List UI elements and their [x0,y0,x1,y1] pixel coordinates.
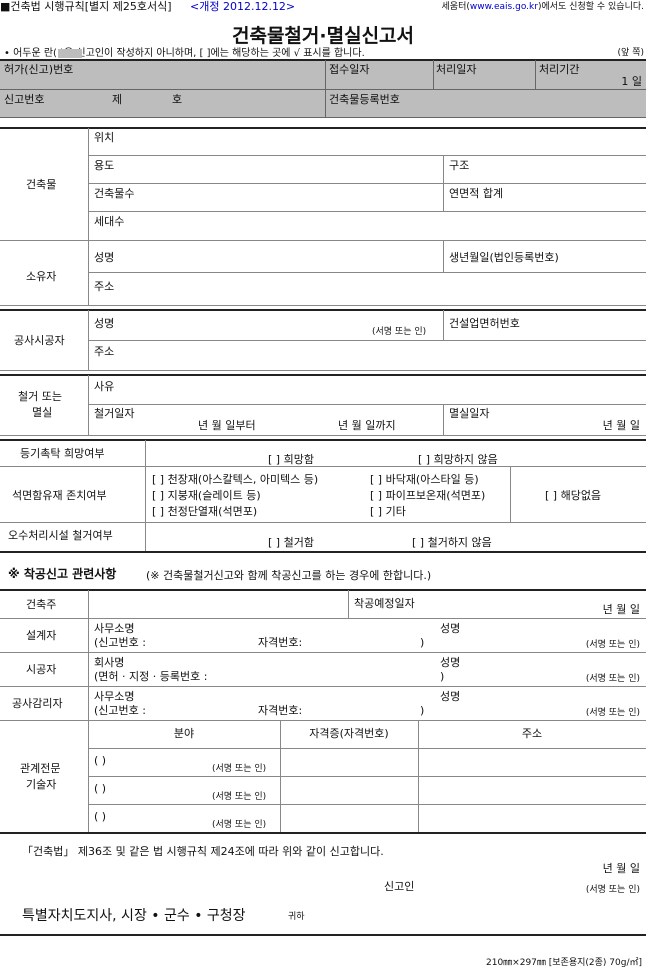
form-reference: ■건축법 시행규칙[별지 제25호서식] [0,0,172,13]
designer-close-paren: ) [420,636,425,649]
supervisor-close-paren: ) [420,704,425,717]
experts-label-2: 기술자 [26,778,57,791]
lost-date-label: 멸실일자 [449,407,490,420]
supervisor-name-field[interactable]: 성명 [440,690,461,703]
processed-date-label: 처리일자 [436,63,477,76]
owner-section-label: 소유자 [26,270,57,283]
registry-yes-checkbox[interactable]: [ ] 희망함 [268,453,314,466]
builder-label: 시공자 [26,663,57,676]
owner-name-field[interactable]: 성명 [94,251,115,264]
reason-field[interactable]: 사유 [94,380,115,393]
asbestos-none-checkbox[interactable]: [ ] 해당없음 [545,489,602,502]
declaration-text: 「건축법」 제36조 및 같은 법 시행규칙 제24조에 따라 위와 같이 신고… [22,845,384,858]
page-title: 건축물철거·멸실신고서 [231,25,415,47]
planned-date-label: 착공예정일자 [354,597,415,610]
designer-sign: (서명 또는 인) [585,640,640,650]
addressee: 특별자치도지사, 시장 • 군수 • 구청장 [22,908,246,924]
online-notice: 세움터(www.eais.go.kr)에서도 신청할 수 있습니다. [441,2,644,12]
demolition-label-1: 철거 또는 [18,390,62,403]
owner-start-label: 건축주 [26,598,57,611]
designer-name-field[interactable]: 성명 [440,622,461,635]
page-side: (앞 쪽) [617,48,644,58]
lost-date-value[interactable]: 년 월 일 [602,419,640,432]
designer-label: 설계자 [26,629,57,642]
use-field[interactable]: 용도 [94,159,115,172]
form-note: • 어두운 란( )은 신고인이 작성하지 아니하며, [ ]에는 해당하는 곳… [4,48,365,59]
eais-link[interactable]: www.eais.go.kr [469,2,538,12]
demolition-date-label: 철거일자 [94,407,135,420]
start-section-heading: ※ 착공신고 관련사항 [8,567,117,581]
sewage-no-checkbox[interactable]: [ ] 철거하지 않음 [412,536,492,549]
start-section-note: (※ 건축물철거신고와 함께 착공신고를 하는 경우에 한합니다.) [146,569,432,582]
revision-date: <개정 2012.12.12> [190,0,296,13]
permit-number-label: 허가(신고)번호 [4,63,74,76]
received-date-label: 접수일자 [329,63,370,76]
sewage-yes-checkbox[interactable]: [ ] 철거함 [268,536,314,549]
owner-birth-field[interactable]: 생년월일(법인등록번호) [449,251,559,264]
report-number-label: 신고번호 [4,93,45,106]
construction-license-field[interactable]: 건설업면허번호 [449,317,520,330]
asbestos-floor-checkbox[interactable]: [ ] 바닥재(아스타일 등) [370,473,479,486]
col-address: 주소 [521,727,543,740]
report-number-je: 제 [112,93,123,106]
supervisor-report-number[interactable]: (신고번호 : [94,704,146,717]
builder-name-field[interactable]: 성명 [440,656,461,669]
paper-spec: 210㎜×297㎜ [보존용지(2종) 70g/㎡] [486,958,642,968]
structure-field[interactable]: 구조 [449,159,470,172]
addressee-honorific: 귀하 [288,912,305,922]
builder-sign: (서명 또는 인) [585,674,640,684]
households-field[interactable]: 세대수 [94,215,125,228]
demolition-label-2: 멸실 [32,406,53,419]
asbestos-pipe-checkbox[interactable]: [ ] 파이프보온재(석면포) [370,489,486,502]
asbestos-other-checkbox[interactable]: [ ] 기타 [370,505,406,518]
declaration-date[interactable]: 년 월 일 [602,862,640,875]
experts-label-1: 관계전문 [20,762,61,775]
designer-report-number[interactable]: (신고번호 : [94,636,146,649]
expert-1-sign: (서명 또는 인) [212,764,267,774]
processing-period-label: 처리기간 [539,63,580,76]
building-reg-number-label: 건축물등록번호 [329,93,400,106]
planned-date-value[interactable]: 년 월 일 [602,603,640,616]
builder-license-number[interactable]: (면허 · 지정 · 등록번호 : [94,670,208,683]
registry-no-checkbox[interactable]: [ ] 희망하지 않음 [418,453,498,466]
demolition-date-to[interactable]: 년 월 일까지 [338,419,396,432]
total-area-field[interactable]: 연면적 합계 [449,187,504,200]
supervisor-sign: (서명 또는 인) [585,708,640,718]
asbestos-ceiling-checkbox[interactable]: [ ] 천장재(아스칼텍스, 아미텍스 등) [152,473,319,486]
contractor-name-field[interactable]: 성명 [94,317,115,330]
designer-cert-number[interactable]: 자격번호: [258,636,303,649]
demolition-date-from[interactable]: 년 월 일부터 [198,419,256,432]
expert-3-sign: (서명 또는 인) [212,820,267,830]
supervisor-cert-number[interactable]: 자격번호: [258,704,303,717]
designer-office-field[interactable]: 사무소명 [94,622,135,635]
applicant-sign: (서명 또는 인) [585,885,640,895]
building-count-field[interactable]: 건축물수 [94,187,135,200]
asbestos-roof-checkbox[interactable]: [ ] 지붕재(슬레이트 등) [152,489,261,502]
builder-close-paren: ) [440,670,445,683]
expert-3-field[interactable]: ( ) [94,810,107,823]
asbestos-insulation-checkbox[interactable]: [ ] 천정단열재(석면포) [152,505,258,518]
supervisor-office-field[interactable]: 사무소명 [94,690,135,703]
expert-2-sign: (서명 또는 인) [212,792,267,802]
shaded-sample [58,49,82,58]
registry-label: 등기촉탁 희망여부 [20,447,105,460]
building-section-label: 건축물 [26,178,57,191]
col-cert: 자격증(자격번호) [309,727,389,740]
contractor-sign: (서명 또는 인) [372,327,427,337]
processing-period-value: 1 일 [621,75,642,88]
supervisor-label: 공사감리자 [12,697,63,710]
asbestos-label: 석면함유재 존치여부 [12,489,107,502]
contractor-address-field[interactable]: 주소 [94,345,115,358]
owner-address-field[interactable]: 주소 [94,280,115,293]
contractor-section-label: 공사시공자 [14,334,65,347]
col-field: 분야 [173,727,195,740]
sewage-label: 오수처리시설 철거여부 [8,529,113,542]
report-number-ho: 호 [172,93,183,106]
builder-company-field[interactable]: 회사명 [94,656,125,669]
applicant-label: 신고인 [384,880,415,893]
location-field[interactable]: 위치 [94,131,115,144]
expert-2-field[interactable]: ( ) [94,782,107,795]
expert-1-field[interactable]: ( ) [94,754,107,767]
